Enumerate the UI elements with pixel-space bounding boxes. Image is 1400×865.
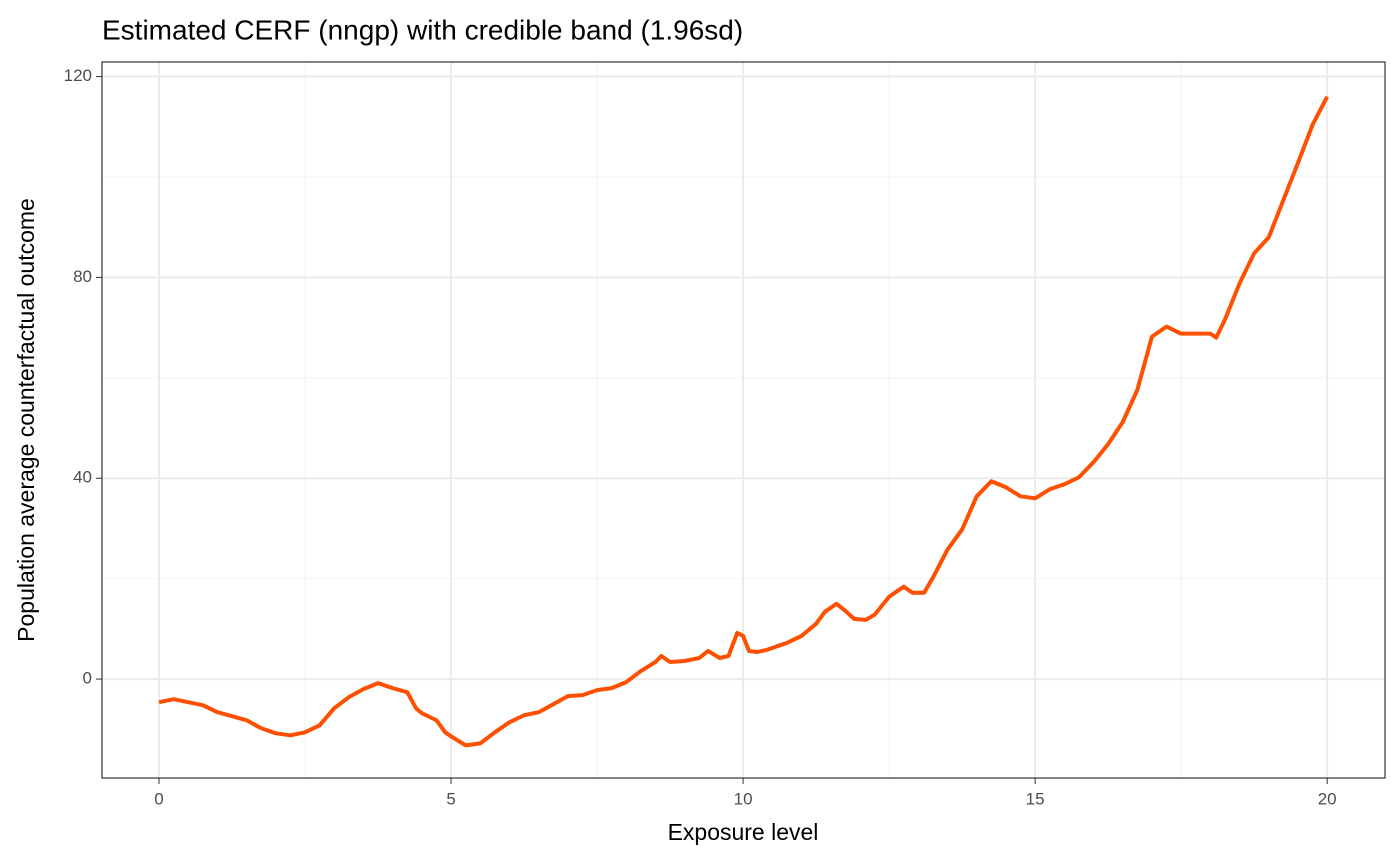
x-tick-label: 0 (154, 789, 163, 808)
y-tick-label: 80 (73, 267, 92, 286)
y-tick-label: 0 (83, 669, 92, 688)
x-tick-label: 20 (1318, 789, 1337, 808)
chart-title: Estimated CERF (nngp) with credible band… (102, 14, 743, 45)
x-tick-label: 5 (446, 789, 455, 808)
x-tick-label: 15 (1026, 789, 1045, 808)
x-tick-label: 10 (734, 789, 753, 808)
y-axis-title: Population average counterfactual outcom… (13, 198, 39, 642)
y-tick-label: 120 (64, 66, 92, 85)
data-line (158, 95, 1329, 748)
y-tick-label: 40 (73, 468, 92, 487)
panel-border (101, 61, 1386, 779)
x-axis-title: Exposure level (668, 819, 819, 845)
